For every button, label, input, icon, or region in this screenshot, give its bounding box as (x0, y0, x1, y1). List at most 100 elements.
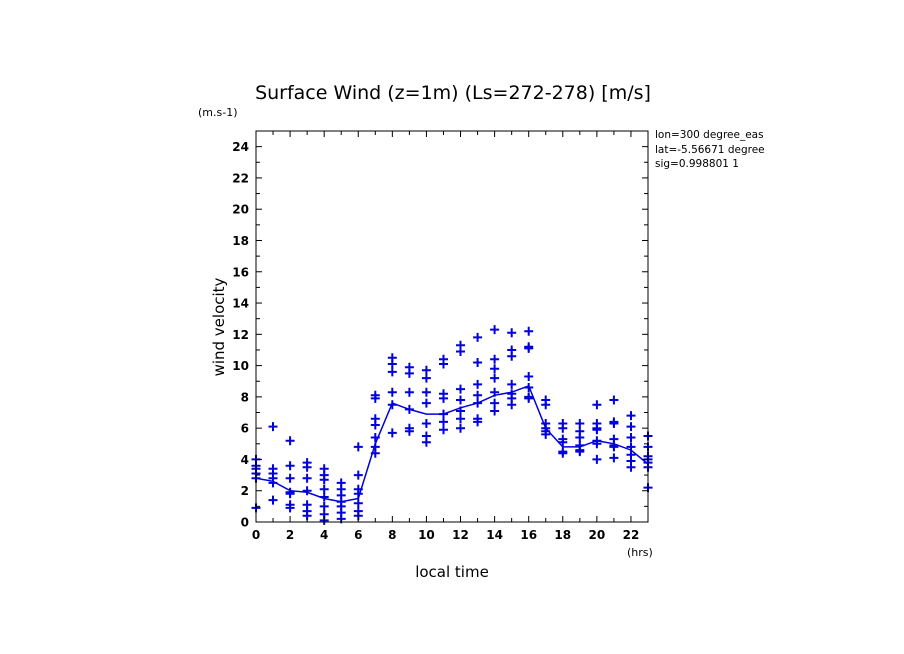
x-tick-label: 14 (486, 528, 503, 542)
data-point (302, 473, 312, 483)
data-point (302, 462, 312, 472)
y-tick-label: 22 (232, 171, 249, 185)
data-point (268, 422, 278, 432)
data-point (404, 404, 414, 414)
data-point (524, 343, 534, 353)
data-point (524, 393, 534, 403)
data-point (473, 417, 483, 427)
data-point (507, 400, 517, 410)
data-point (592, 439, 602, 449)
data-point (456, 395, 465, 405)
data-point (439, 417, 448, 427)
y-tick-label: 0 (241, 516, 249, 530)
data-point (353, 470, 363, 480)
data-point (541, 400, 551, 410)
data-point (285, 503, 295, 513)
data-point (319, 484, 329, 494)
data-point (558, 448, 568, 458)
data-point (626, 442, 636, 452)
y-tick-label: 18 (232, 234, 249, 248)
data-point (319, 501, 329, 511)
x-tick-label: 4 (320, 528, 328, 542)
data-point (439, 425, 448, 435)
data-point (507, 328, 517, 338)
y-tick-label: 20 (232, 203, 249, 217)
data-point (404, 426, 414, 436)
data-point (507, 379, 517, 389)
data-point (421, 387, 431, 397)
info-box: lon=300 degree_eas lat=-5.56671 degree s… (655, 129, 765, 170)
data-point (439, 409, 448, 419)
x-tick-label: 18 (554, 528, 571, 542)
data-point (285, 489, 295, 499)
x-unit-label: (hrs) (627, 546, 653, 559)
data-point (473, 390, 483, 400)
data-point (626, 462, 636, 472)
data-point (575, 433, 585, 442)
data-point (421, 398, 431, 408)
data-point (404, 368, 414, 378)
y-tick-label: 8 (241, 390, 249, 404)
data-point (421, 365, 431, 375)
x-tick-label: 2 (286, 528, 294, 542)
info-line-lon: lon=300 degree_eas (655, 129, 764, 141)
data-point (302, 486, 312, 496)
data-point (370, 420, 380, 430)
data-point (319, 475, 329, 485)
data-point (609, 419, 619, 428)
data-point (541, 429, 551, 439)
data-point (370, 393, 380, 403)
data-point (353, 442, 363, 452)
data-point (285, 436, 295, 446)
data-point (387, 367, 397, 377)
data-point (524, 372, 534, 381)
y-axis-label: wind velocity (210, 277, 228, 376)
data-point (421, 373, 431, 383)
data-point (626, 433, 636, 442)
data-point (490, 406, 500, 416)
x-tick-label: 16 (520, 528, 537, 542)
data-point (387, 359, 397, 369)
data-point (285, 473, 295, 483)
data-point (592, 454, 602, 464)
data-point (456, 406, 465, 416)
data-point (626, 422, 636, 432)
data-point (507, 351, 517, 361)
data-point (558, 437, 568, 447)
data-point (575, 447, 585, 457)
data-point (319, 492, 329, 502)
data-point (370, 448, 380, 458)
x-tick-label: 20 (589, 528, 606, 542)
chart-title: Surface Wind (z=1m) (Ls=272-278) [m/s] (255, 82, 651, 104)
info-clip-mask (780, 125, 904, 175)
data-point (626, 411, 636, 421)
y-tick-label: 2 (241, 484, 249, 498)
data-point (456, 347, 465, 356)
data-point (575, 419, 585, 428)
y-tick-label: 14 (232, 297, 249, 311)
x-tick-label: 6 (354, 528, 362, 542)
data-point (456, 423, 465, 433)
data-point (490, 387, 500, 397)
info-line-lat: lat=-5.56671 degree (655, 144, 765, 156)
data-point (592, 400, 602, 410)
data-point (387, 400, 397, 410)
data-point (353, 498, 363, 508)
data-point (609, 395, 619, 405)
data-point (404, 387, 414, 397)
y-unit-label: (m.s-1) (198, 106, 238, 119)
data-point (285, 461, 295, 471)
data-point (490, 373, 500, 383)
data-point (490, 354, 500, 364)
x-tick-label: 12 (452, 528, 469, 542)
data-point (609, 442, 619, 452)
data-point (473, 358, 483, 367)
data-point (524, 383, 534, 392)
data-point (456, 384, 465, 394)
data-point (609, 453, 619, 463)
y-tick-label: 10 (232, 359, 249, 373)
data-point (456, 414, 465, 424)
